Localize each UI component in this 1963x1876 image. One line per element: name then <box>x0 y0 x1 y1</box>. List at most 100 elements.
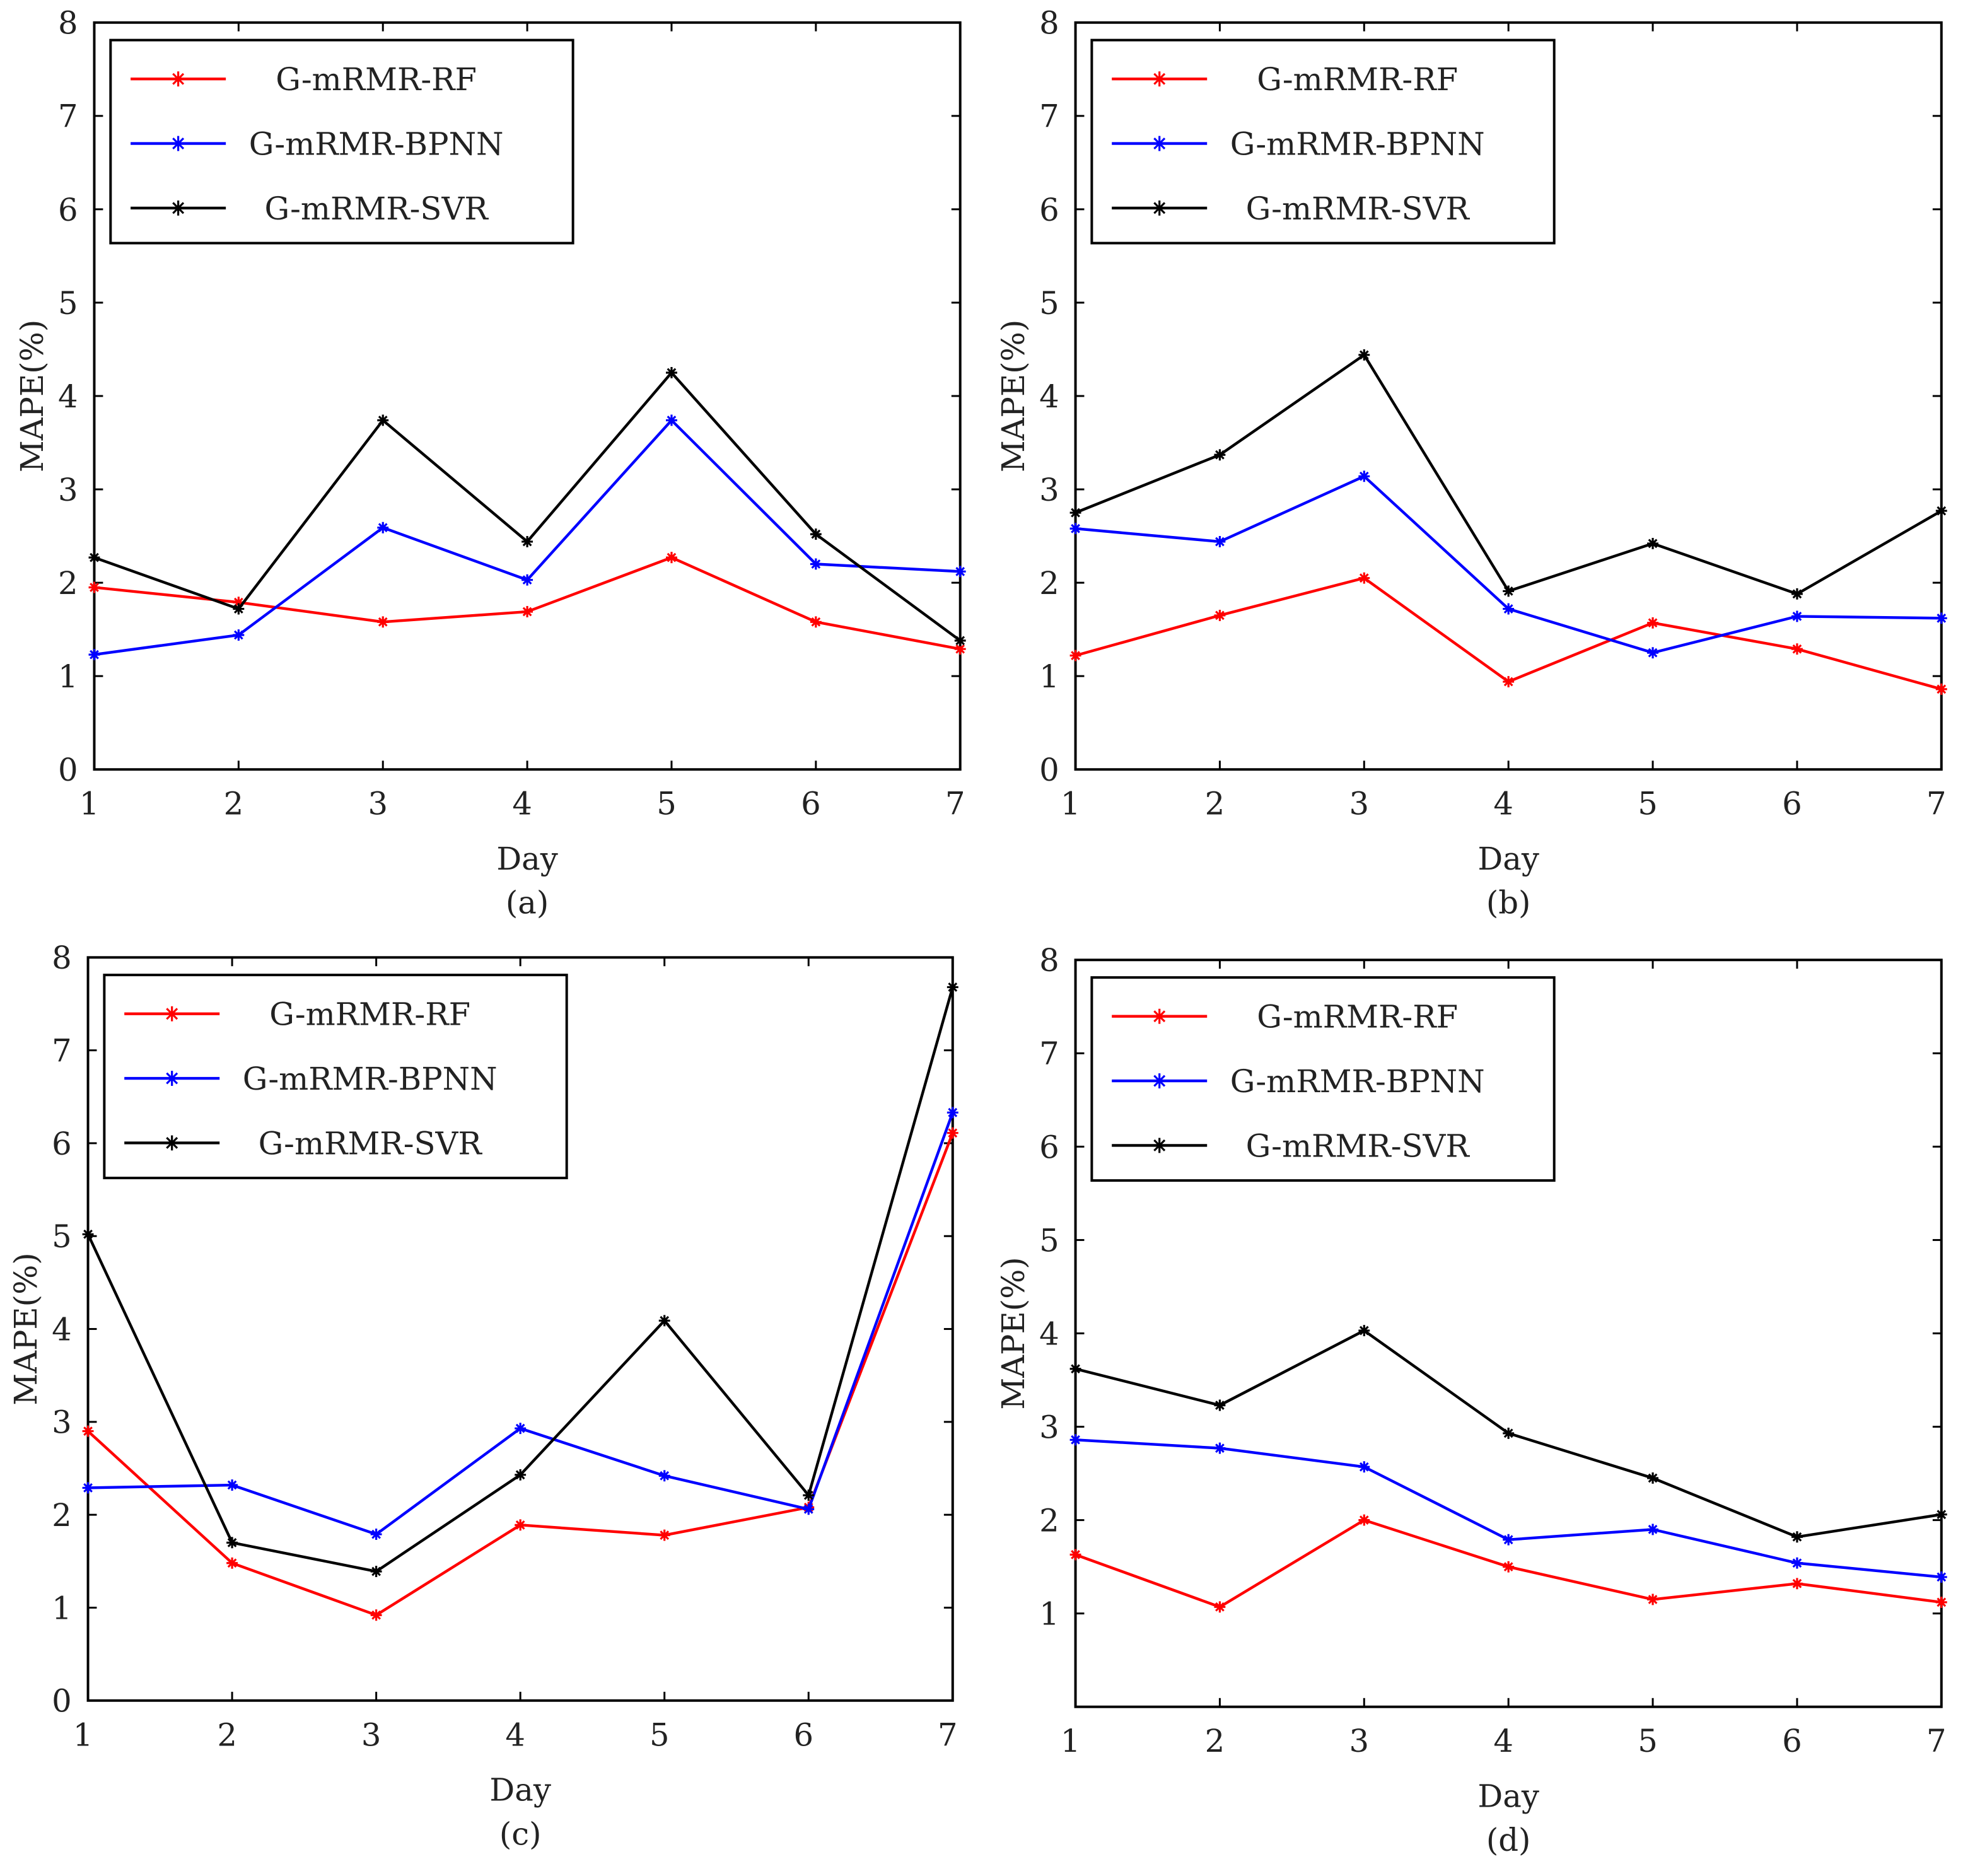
star-marker <box>82 1482 94 1494</box>
x-tick-label: 4 <box>505 1716 525 1753</box>
series-g-mrmr-svr <box>1069 1325 1947 1543</box>
y-tick-label: 5 <box>58 285 78 322</box>
star-marker <box>1151 1073 1167 1088</box>
star-marker <box>82 1425 94 1437</box>
x-tick-label: 6 <box>793 1716 813 1753</box>
star-marker <box>1935 1571 1947 1583</box>
y-tick-label: 0 <box>1039 752 1059 788</box>
x-axis-label: Day <box>1477 841 1539 877</box>
y-tick-label: 2 <box>1039 565 1059 602</box>
x-tick-label: 7 <box>945 786 965 822</box>
y-tick-label: 8 <box>58 5 78 42</box>
y-tick-label: 5 <box>1039 285 1059 322</box>
series-g-mrmr-svr <box>82 981 958 1577</box>
star-marker <box>810 528 822 540</box>
legend: G-mRMR-RF G-mRMR-BPNN G-mRMR-SVR <box>1090 38 1556 245</box>
star-marker <box>226 1557 238 1569</box>
star-marker <box>810 558 822 570</box>
star-marker <box>658 1529 670 1541</box>
star-marker <box>1791 1578 1803 1590</box>
legend-label: G-mRMR-BPNN <box>1230 1063 1485 1100</box>
star-marker <box>1358 1325 1370 1337</box>
y-axis-label: MAPE(%) <box>8 1252 44 1405</box>
panel-label: (b) <box>1486 885 1531 921</box>
x-tick-label: 6 <box>1782 786 1802 822</box>
x-tick-label: 1 <box>73 1716 93 1753</box>
star-marker <box>954 634 966 646</box>
x-tick-label: 1 <box>79 786 100 822</box>
y-tick-label: 5 <box>52 1218 72 1255</box>
x-tick-label: 4 <box>1493 786 1513 822</box>
star-marker <box>803 1503 815 1515</box>
y-tick-label: 2 <box>58 565 78 602</box>
star-marker <box>1151 200 1167 216</box>
star-marker <box>1151 1138 1167 1153</box>
legend: G-mRMR-RF G-mRMR-BPNN G-mRMR-SVR <box>109 38 574 245</box>
star-marker <box>1935 683 1947 695</box>
x-tick-label: 5 <box>649 1716 670 1753</box>
x-tick-label: 3 <box>1349 786 1370 822</box>
star-marker <box>810 616 822 628</box>
x-axis-label: Day <box>496 841 558 877</box>
x-tick-label: 2 <box>1205 786 1225 822</box>
x-tick-label: 5 <box>1638 786 1658 822</box>
star-marker <box>82 1228 94 1240</box>
star-marker <box>233 597 245 609</box>
legend-label: G-mRMR-BPNN <box>249 125 504 162</box>
series-g-mrmr-rf <box>1069 1514 1947 1613</box>
legend-box <box>103 974 568 1180</box>
star-marker <box>515 1469 527 1481</box>
star-marker <box>1151 136 1167 151</box>
star-marker <box>1214 1399 1226 1411</box>
series-g-mrmr-bpnn <box>88 414 966 661</box>
legend-label: G-mRMR-SVR <box>1246 1127 1471 1164</box>
y-tick-label: 7 <box>1039 98 1059 135</box>
y-tick-label: 5 <box>1039 1222 1059 1259</box>
star-marker <box>370 1566 382 1577</box>
x-tick-label: 3 <box>368 786 388 822</box>
legend: G-mRMR-RF G-mRMR-BPNN G-mRMR-SVR <box>1090 976 1556 1182</box>
star-marker <box>1214 1442 1226 1454</box>
y-axis-label: MAPE(%) <box>995 1257 1032 1409</box>
star-marker <box>164 1071 180 1087</box>
series-g-mrmr-bpnn <box>1069 1434 1947 1583</box>
star-marker <box>1503 603 1515 615</box>
star-marker <box>1069 1434 1081 1446</box>
star-marker <box>1647 617 1658 629</box>
star-marker <box>1358 1461 1370 1473</box>
y-tick-label: 8 <box>1039 5 1059 42</box>
x-tick-label: 5 <box>656 786 677 822</box>
star-marker <box>1647 537 1658 549</box>
legend-label: G-mRMR-BPNN <box>1230 125 1485 162</box>
star-marker <box>954 566 966 578</box>
series-g-mrmr-rf <box>88 552 966 655</box>
x-tick-label: 2 <box>1205 1723 1225 1759</box>
star-marker <box>1791 1531 1803 1543</box>
star-marker <box>666 414 677 426</box>
star-marker <box>1214 609 1226 621</box>
star-marker <box>1069 1549 1081 1561</box>
legend-label: G-mRMR-SVR <box>1246 190 1471 227</box>
star-marker <box>521 536 533 547</box>
legend-label: G-mRMR-RF <box>269 996 470 1033</box>
star-marker <box>1069 507 1081 519</box>
y-tick-label: 2 <box>52 1497 72 1534</box>
star-marker <box>88 649 100 661</box>
x-tick-label: 7 <box>1926 1723 1947 1759</box>
legend-label: G-mRMR-SVR <box>265 190 489 227</box>
y-tick-label: 8 <box>52 940 72 976</box>
x-tick-label: 3 <box>1349 1723 1370 1759</box>
star-marker <box>1647 1593 1658 1605</box>
y-tick-label: 7 <box>1039 1035 1059 1072</box>
star-marker <box>164 1006 180 1022</box>
star-marker <box>377 414 389 426</box>
star-marker <box>1358 470 1370 482</box>
star-marker <box>515 1519 527 1531</box>
x-axis-label: Day <box>1477 1778 1539 1815</box>
star-marker <box>1935 1596 1947 1608</box>
legend-label: G-mRMR-RF <box>276 61 477 98</box>
legend-label: G-mRMR-SVR <box>259 1125 483 1162</box>
